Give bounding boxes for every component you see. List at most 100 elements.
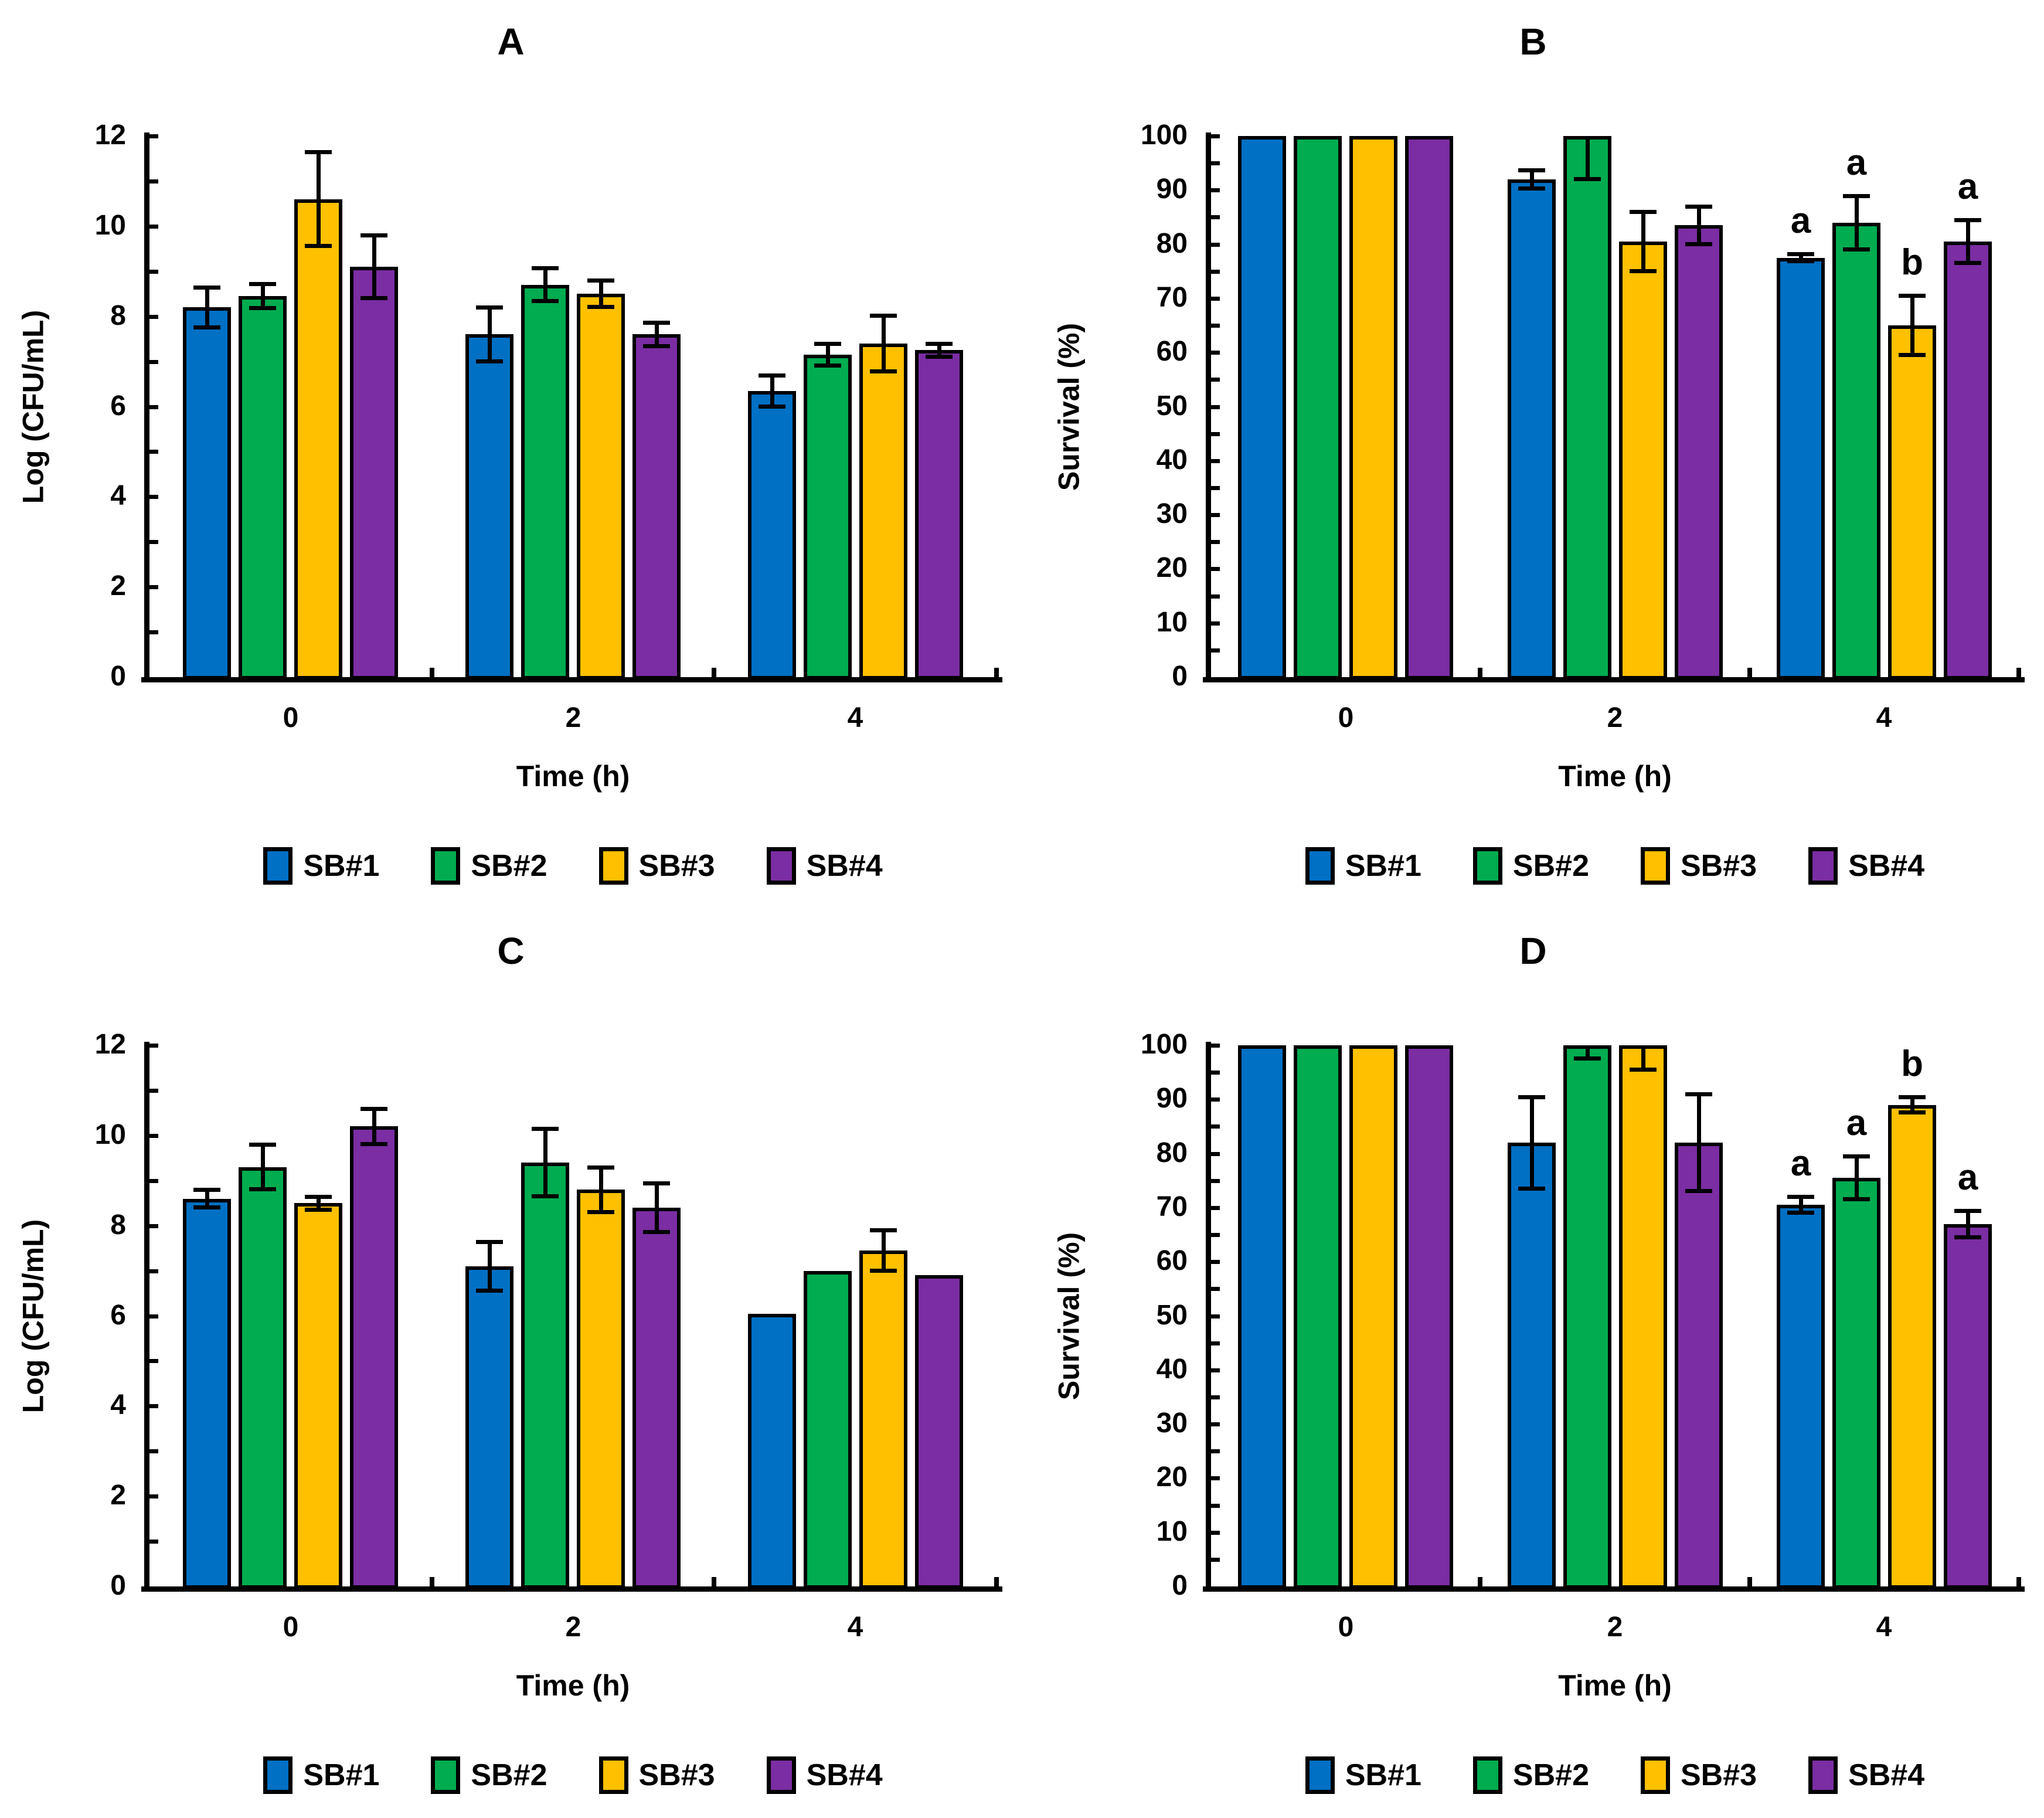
errorbar-cap-bottom [193, 325, 220, 329]
y-tick-d [1211, 1531, 1220, 1535]
bar-b-sb1-cat2 [1777, 258, 1825, 679]
errorbar-cap-bottom [1954, 1235, 1981, 1239]
legend-swatch-sb4 [1808, 847, 1838, 885]
legend-item-sb1: SB#1 [1305, 1756, 1421, 1794]
bar-d-sb4-cat0 [1405, 1045, 1453, 1589]
legend-swatch-sb3 [1641, 847, 1670, 885]
y-tick-a [149, 179, 158, 184]
y-tick-a [149, 450, 158, 454]
legend-label-sb4: SB#4 [806, 849, 883, 883]
errorbar-cap-top [1518, 168, 1545, 172]
x-axis-line-b [1203, 677, 2025, 682]
errorbar-cap-top [1843, 194, 1870, 198]
legend-swatch-sb3 [598, 847, 628, 885]
bar-c-sb3-cat1 [577, 1190, 625, 1589]
errorbar-cap-top [870, 1228, 897, 1232]
errorbar-cap-bottom [1843, 247, 1870, 252]
errorbar-cap-bottom [1787, 1211, 1814, 1215]
bar-c-sb1-cat0 [183, 1199, 231, 1589]
x-category-label-a-1: 2 [565, 702, 581, 733]
bar-a-sb4-cat1 [632, 334, 681, 679]
y-tick-label-c: 0 [110, 1570, 126, 1601]
y-tick-label-d: 30 [1156, 1408, 1188, 1439]
bar-d-sb1-cat2 [1777, 1205, 1825, 1589]
bar-d-sb4-cat1 [1675, 1143, 1723, 1589]
x-category-label-d-1: 2 [1607, 1612, 1623, 1643]
legend-label-sb1: SB#1 [303, 849, 380, 883]
legend-item-sb2: SB#2 [431, 847, 547, 885]
errorbar-line [317, 152, 321, 246]
legend-item-sb4: SB#4 [1808, 847, 1924, 885]
bar-b-sb2-cat1 [1563, 136, 1611, 679]
y-tick-label-d: 10 [1156, 1516, 1188, 1547]
y-tick-d [1211, 1341, 1220, 1345]
y-tick-b [1211, 432, 1220, 436]
bar-b-sb4-cat0 [1405, 136, 1453, 679]
errorbar-line [1799, 254, 1803, 261]
errorbar-line [655, 1183, 659, 1232]
legend-swatch-sb2 [431, 1756, 461, 1794]
y-tick-a [149, 495, 158, 499]
y-tick-d [1211, 1422, 1220, 1426]
errorbar-cap-top [305, 1195, 332, 1199]
legend-swatch-sb2 [1472, 1756, 1502, 1794]
y-tick-a [149, 405, 158, 409]
y-axis-line-b [1206, 132, 1211, 682]
errorbar-line [1530, 1097, 1534, 1189]
sig-letter-d-sb4-cat2: a [1957, 1157, 1978, 1198]
bar-a-sb2-cat2 [804, 355, 852, 679]
errorbar-line [317, 1197, 321, 1210]
y-tick-d [1211, 1260, 1220, 1264]
y-tick-a [149, 134, 158, 138]
errorbar-line [1966, 220, 1970, 263]
y-tick-c [149, 1314, 158, 1319]
y-tick-label-a: 2 [110, 570, 126, 602]
y-tick-b [1211, 567, 1220, 571]
x-boundary-tick-c [712, 1577, 716, 1586]
x-category-label-d-2: 4 [1876, 1612, 1892, 1643]
y-tick-d [1211, 1206, 1220, 1210]
x-boundary-tick-c [994, 1577, 999, 1586]
errorbar-cap-bottom [814, 363, 841, 368]
x-axis-line-c [141, 1586, 1002, 1592]
x-boundary-tick-d [2016, 1577, 2021, 1586]
y-tick-d [1211, 1044, 1220, 1048]
legend-swatch-sb2 [1472, 847, 1502, 885]
y-axis-line-d [1206, 1042, 1211, 1592]
errorbar-cap-bottom [1954, 261, 1981, 265]
errorbar-line [1586, 1045, 1590, 1059]
bar-a-sb2-cat0 [239, 296, 287, 679]
legend-item-sb1: SB#1 [263, 847, 379, 885]
errorbar-line [1855, 196, 1859, 250]
bar-c-sb4-cat2 [915, 1275, 963, 1589]
errorbar-line [261, 1144, 265, 1190]
y-tick-b [1211, 594, 1220, 599]
y-tick-label-b: 100 [1140, 120, 1188, 151]
errorbar-line [599, 280, 603, 307]
errorbar-cap-bottom [249, 306, 276, 310]
bar-b-sb2-cat2 [1832, 223, 1880, 679]
errorbar-line [205, 1190, 209, 1208]
errorbar-cap-top [360, 1107, 387, 1111]
bar-a-sb1-cat0 [183, 307, 231, 679]
panel-b: B Survival (%) 0 10 20 30 40 50 60 70 80 90 100 0 2 4 a a… [1022, 0, 2044, 909]
y-tick-b [1211, 215, 1220, 219]
errorbar-cap-bottom [532, 299, 559, 303]
y-tick-label-d: 60 [1156, 1245, 1188, 1276]
y-tick-label-b: 20 [1156, 552, 1188, 583]
panel-title-b: B [1519, 21, 1547, 63]
errorbar-cap-bottom [926, 355, 953, 359]
y-tick-label-a: 8 [110, 300, 126, 331]
y-tick-c [149, 1269, 158, 1273]
x-boundary-tick-b [2016, 668, 2021, 677]
errorbar-line [1697, 206, 1701, 244]
y-tick-label-b: 60 [1156, 336, 1188, 367]
legend-item-sb2: SB#2 [1472, 847, 1589, 885]
errorbar-cap-bottom [360, 296, 387, 300]
legend-label-sb3: SB#3 [1681, 849, 1757, 883]
y-tick-label-b: 40 [1156, 444, 1188, 475]
errorbar-line [1641, 1045, 1645, 1070]
errorbar-cap-bottom [1843, 1197, 1870, 1201]
y-tick-label-c: 4 [110, 1389, 126, 1421]
x-category-label-d-0: 0 [1338, 1612, 1354, 1643]
